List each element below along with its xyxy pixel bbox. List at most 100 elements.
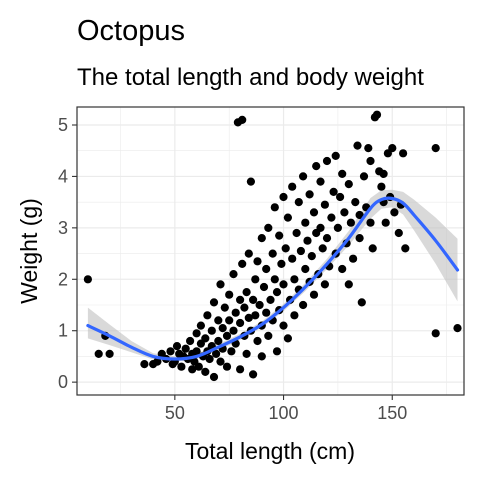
data-point — [262, 264, 271, 274]
data-point — [290, 275, 299, 284]
panel-border — [76, 106, 465, 396]
data-point — [236, 318, 245, 328]
chart-subtitle: The total length and body weight — [77, 64, 424, 91]
data-point — [277, 259, 286, 268]
data-point — [322, 234, 332, 243]
data-point — [153, 357, 162, 366]
data-point — [318, 244, 327, 253]
data-point — [272, 347, 282, 356]
data-point — [309, 290, 319, 299]
data-point — [270, 203, 279, 212]
data-point — [225, 290, 234, 299]
data-point — [368, 244, 377, 253]
data-point — [292, 228, 301, 238]
data-point — [301, 264, 310, 274]
data-point — [227, 347, 236, 356]
data-point — [246, 177, 255, 186]
data-point — [255, 300, 264, 310]
data-point — [262, 308, 271, 317]
data-point — [344, 280, 353, 289]
data-point — [283, 334, 292, 343]
data-point — [390, 208, 399, 217]
data-point — [214, 336, 223, 346]
data-point — [177, 362, 186, 371]
data-point — [431, 144, 440, 153]
data-point — [212, 349, 221, 358]
data-point — [194, 362, 203, 371]
data-point — [338, 169, 347, 178]
data-point — [196, 321, 205, 330]
chart-title: Octopus — [77, 15, 185, 47]
y-axis: 0 1 2 3 4 5 — [58, 115, 77, 392]
data-point — [251, 275, 260, 284]
data-point — [431, 329, 440, 338]
data-point — [379, 169, 388, 178]
data-point — [192, 329, 201, 338]
data-point — [272, 288, 282, 297]
data-point — [399, 149, 408, 158]
data-point — [253, 257, 262, 266]
data-point — [279, 192, 288, 202]
data-point — [294, 198, 303, 207]
data-point — [372, 110, 382, 119]
data-point — [320, 280, 329, 289]
data-point — [453, 324, 462, 333]
data-point — [253, 336, 262, 346]
data-point — [236, 365, 245, 374]
data-point — [338, 264, 347, 274]
data-point — [270, 275, 279, 284]
data-point — [307, 252, 316, 261]
data-point — [388, 144, 397, 153]
data-point — [238, 259, 247, 268]
data-point — [105, 349, 114, 358]
data-point — [94, 349, 103, 358]
data-point — [346, 218, 355, 227]
data-point — [259, 282, 269, 292]
data-point — [231, 308, 240, 317]
data-point — [279, 321, 288, 330]
data-point — [303, 236, 312, 245]
data-point — [331, 151, 340, 160]
data-point — [351, 198, 360, 207]
data-point — [216, 280, 225, 289]
data-point — [229, 270, 238, 279]
data-point — [309, 208, 319, 217]
data-point — [209, 298, 219, 307]
data-point — [240, 303, 249, 312]
data-point — [257, 352, 266, 361]
data-point — [166, 347, 175, 356]
data-point — [366, 156, 375, 166]
data-point — [238, 115, 247, 124]
data-point — [316, 177, 325, 186]
data-point — [316, 223, 325, 232]
data-point — [268, 249, 277, 258]
data-point — [301, 218, 310, 227]
data-point — [249, 370, 258, 379]
x-axis-title: Total length (cm) — [185, 438, 355, 464]
data-point — [214, 316, 223, 325]
data-point — [299, 172, 308, 181]
data-point — [140, 360, 149, 369]
data-point — [220, 303, 229, 312]
plot-panel — [76, 106, 465, 396]
data-point — [283, 213, 292, 222]
smooth-line-layer — [86, 196, 460, 361]
data-point — [257, 234, 266, 243]
data-point — [188, 365, 197, 374]
data-point — [355, 234, 364, 243]
data-point — [83, 275, 92, 284]
data-point — [288, 182, 297, 191]
data-point — [186, 336, 195, 346]
data-point — [266, 295, 275, 304]
y-tick-label: 4 — [58, 166, 68, 186]
smooth-fit-line — [86, 196, 460, 361]
data-point — [359, 172, 369, 181]
data-point — [401, 244, 410, 253]
data-point — [344, 180, 353, 189]
data-point — [394, 228, 403, 238]
data-point — [242, 349, 251, 358]
data-point — [340, 208, 349, 217]
data-point — [364, 144, 373, 153]
data-point — [296, 246, 305, 256]
data-point — [201, 334, 210, 343]
